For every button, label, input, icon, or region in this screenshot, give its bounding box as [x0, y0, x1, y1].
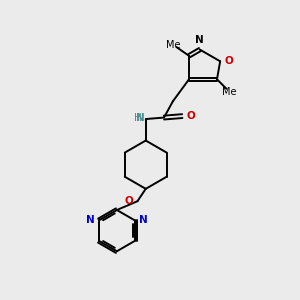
- Text: Me: Me: [222, 87, 237, 97]
- Text: N: N: [140, 215, 148, 225]
- Text: N: N: [136, 113, 145, 123]
- Text: H: H: [134, 113, 142, 123]
- Text: O: O: [125, 196, 134, 206]
- Text: N: N: [196, 35, 204, 45]
- Text: Me: Me: [166, 40, 180, 50]
- Text: N: N: [85, 215, 94, 225]
- Text: O: O: [224, 56, 233, 66]
- Text: O: O: [186, 111, 195, 121]
